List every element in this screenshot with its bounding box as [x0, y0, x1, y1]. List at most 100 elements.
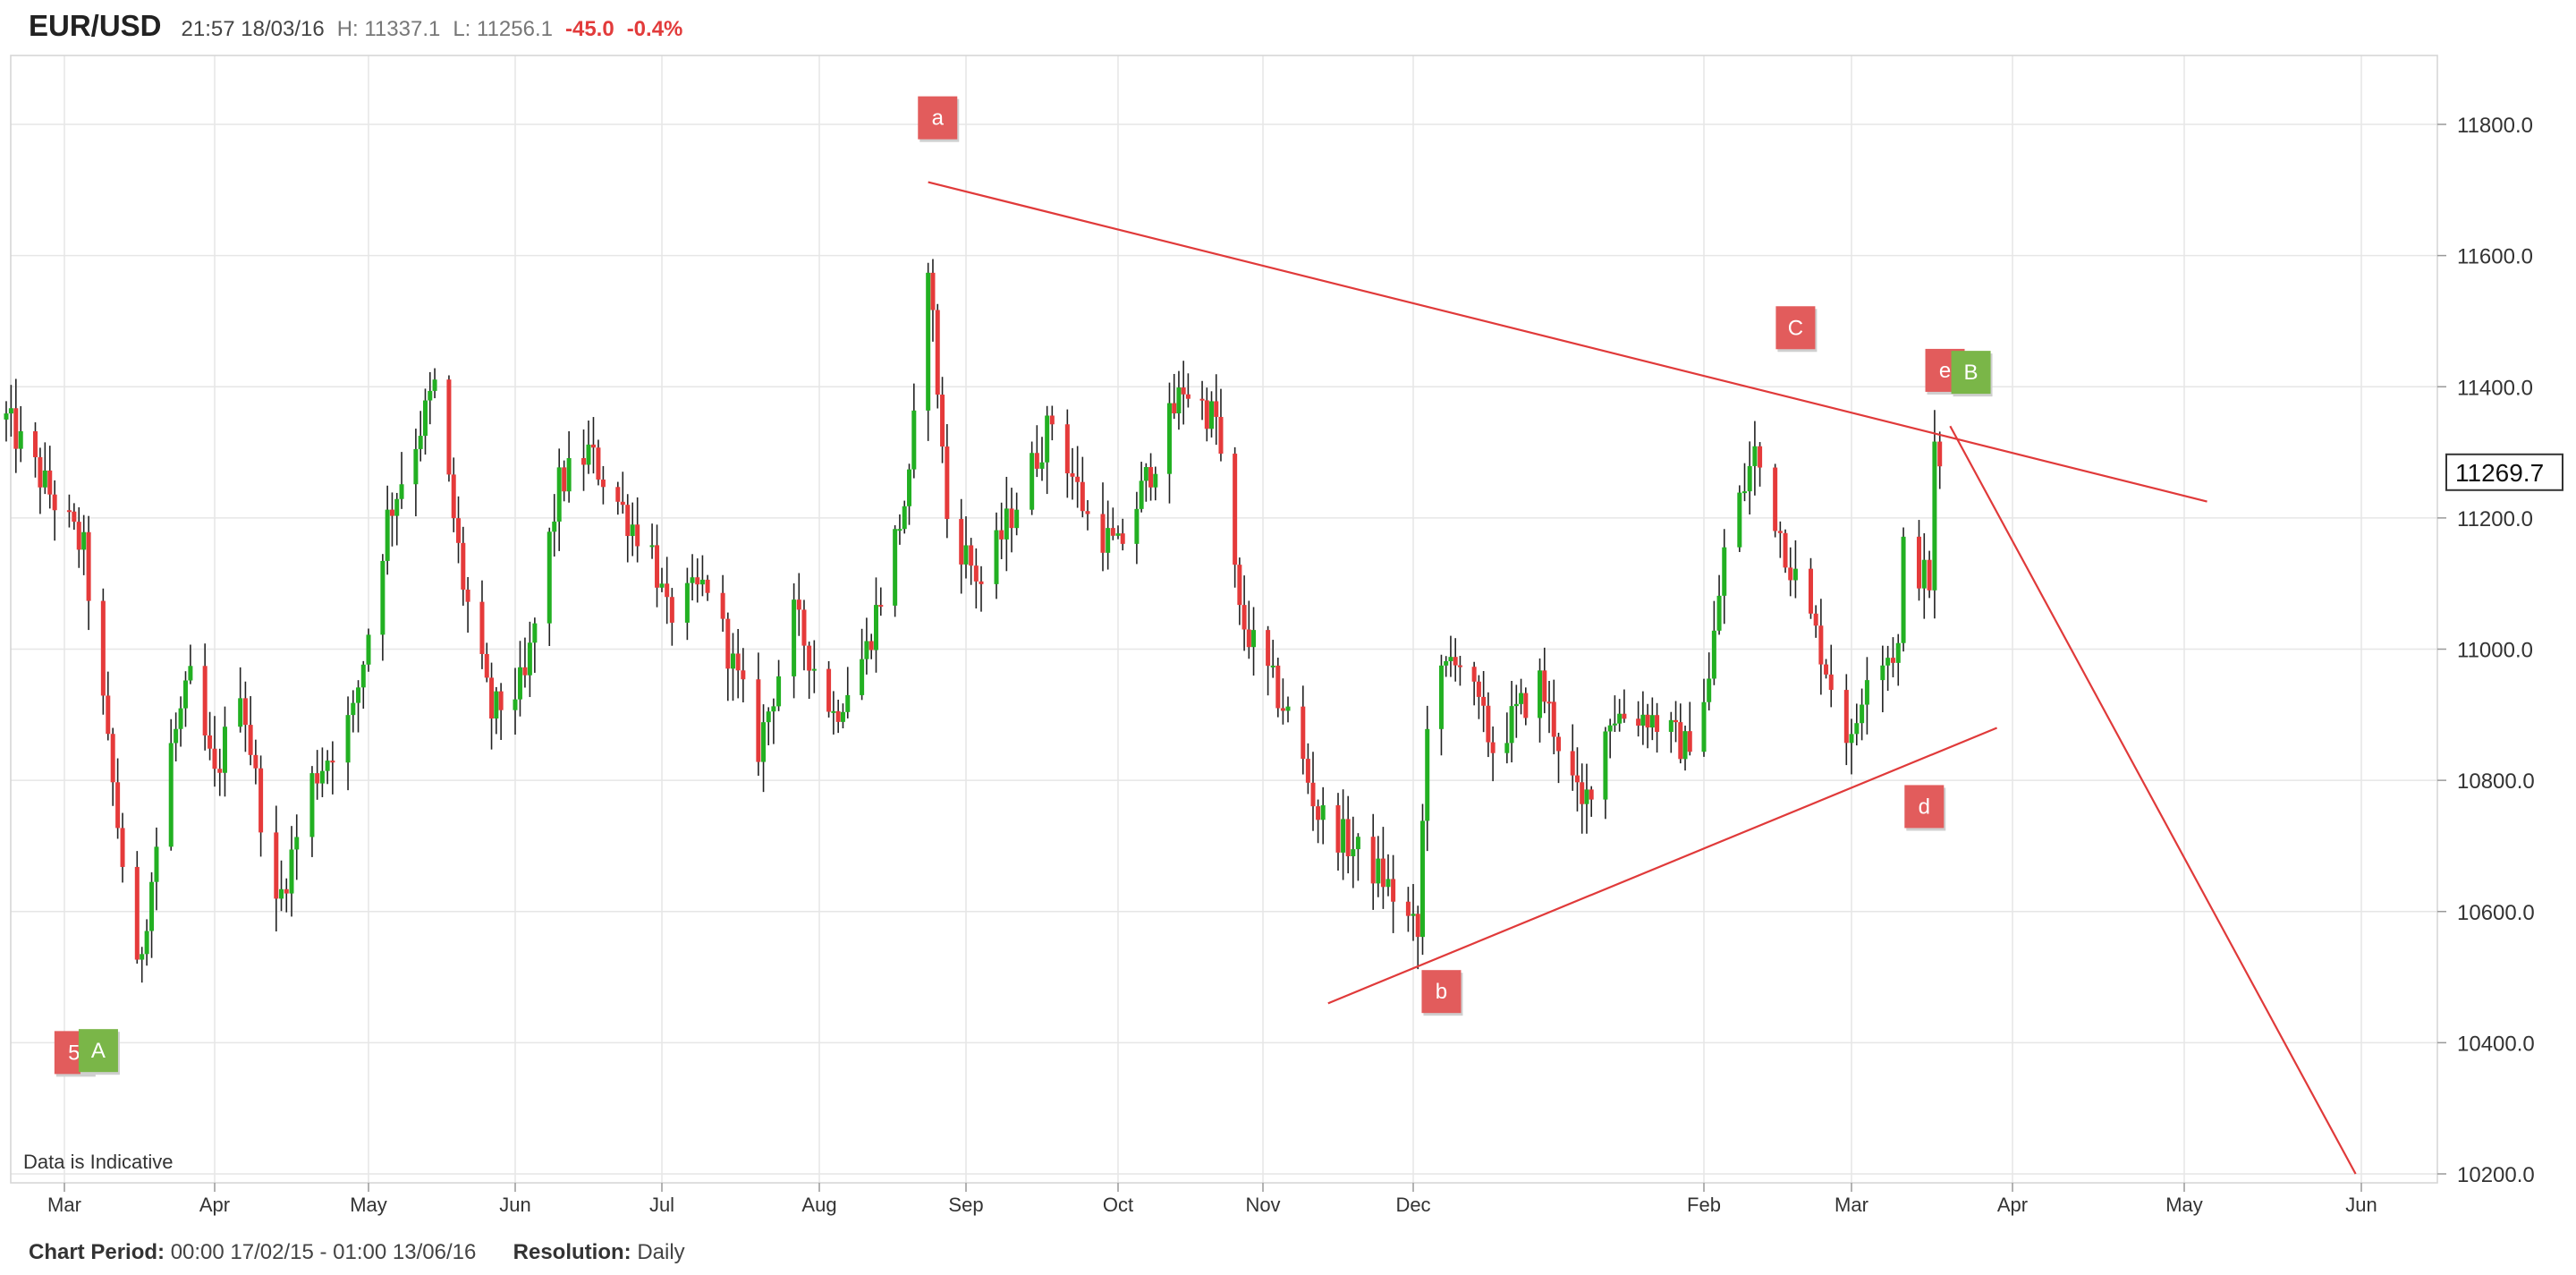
candle-up [1004, 508, 1009, 540]
candle-down [1927, 559, 1932, 591]
x-axis: Mar Apr May Jun Jul Aug Sep Oct Nov Dec Feb Mar Apr M… [47, 1183, 2377, 1216]
candle-up [360, 664, 366, 688]
candle-down [66, 510, 72, 513]
candle-down [1305, 759, 1310, 783]
candle-down [32, 430, 38, 457]
wave-label-text: e [1939, 359, 1951, 383]
candle-up [385, 509, 390, 561]
candle-down [52, 494, 57, 511]
candle-down [446, 379, 452, 475]
candle-up [845, 694, 851, 712]
candle-up [831, 710, 836, 713]
candle-up [552, 521, 557, 532]
candle-up [1425, 728, 1430, 821]
candle-up [1448, 657, 1453, 661]
wave-label-box [1904, 785, 1945, 829]
y-tick-label: 11400.0 [2457, 376, 2533, 400]
candle-down [869, 641, 874, 650]
period-label: Chart Period: [29, 1240, 165, 1264]
candle-down [76, 522, 81, 550]
candle-down [1148, 467, 1154, 488]
candle-up [325, 761, 330, 771]
candle-down [1490, 742, 1496, 753]
wave-label-box [918, 96, 958, 140]
candle-down [1280, 708, 1285, 711]
y-tick-label: 10600.0 [2457, 901, 2535, 925]
x-tick-label: Apr [1997, 1194, 2028, 1216]
candle-up [1711, 630, 1716, 679]
x-tick-label: Feb [1687, 1194, 1721, 1216]
candle-up [1849, 734, 1854, 744]
candle-up [1612, 723, 1617, 726]
candle-down [1199, 398, 1205, 401]
candle-down [720, 592, 725, 619]
candle-down [596, 447, 601, 480]
wave-label-b: b [1421, 970, 1463, 1016]
candle-up [345, 715, 351, 763]
candle-up [730, 653, 735, 669]
candle-up [873, 605, 878, 650]
candle-down [1773, 467, 1778, 531]
candle-up [1747, 465, 1752, 492]
candle-up [1682, 731, 1688, 760]
candle-down [217, 769, 223, 773]
candle-up [994, 530, 999, 584]
candle-down [935, 310, 940, 395]
candle-down [1415, 914, 1420, 938]
candle-up [907, 469, 912, 506]
candle-up [513, 699, 518, 710]
candle-down [1808, 568, 1813, 614]
candles [4, 259, 1943, 983]
candle-down [1622, 713, 1627, 719]
candle-up [294, 837, 300, 850]
candle-up [893, 529, 898, 606]
candle-down [1916, 536, 1921, 589]
wave-label-B: B [1951, 351, 1993, 397]
candle-down [1172, 403, 1177, 414]
candle-down [1824, 664, 1829, 675]
candle-down [100, 600, 106, 696]
period-value: 00:00 17/02/15 - 01:00 13/06/16 [170, 1240, 477, 1264]
candle-down [1310, 782, 1316, 807]
candle-down [1120, 533, 1125, 544]
candle-up [394, 498, 400, 516]
candle-down [1233, 454, 1238, 565]
candle-down [945, 446, 950, 520]
candle-down [1453, 657, 1458, 666]
wave-label-a: a [918, 96, 960, 142]
candle-up [18, 430, 23, 449]
candle-up [154, 846, 159, 882]
candle-up [1603, 731, 1608, 800]
candle-down [1937, 441, 1943, 467]
candle-down [1481, 696, 1487, 706]
candle-down [969, 545, 974, 566]
candle-down [1570, 751, 1575, 776]
candle-down [1843, 690, 1849, 744]
candle-up [351, 702, 356, 716]
candle-down [1181, 387, 1186, 395]
candle-up [1895, 642, 1901, 663]
chart-header: EUR/USD 21:57 18/03/16 H: 11337.1 L: 112… [29, 9, 695, 48]
candle-down [1687, 731, 1692, 752]
y-tick-label: 11200.0 [2457, 507, 2533, 531]
candle-down [1890, 658, 1895, 663]
candle-down [930, 272, 936, 310]
candle-up [690, 577, 695, 583]
candle-down [1546, 701, 1552, 704]
candle-up [556, 467, 562, 522]
wave-label-box [1775, 306, 1816, 350]
candle-down [1085, 511, 1090, 514]
candle-down [1246, 629, 1251, 648]
candle-up [366, 634, 371, 665]
candle-up [766, 711, 771, 723]
candle-up [1513, 703, 1519, 707]
candle-down [489, 677, 495, 719]
candle-up [1584, 789, 1589, 804]
candle-up [144, 931, 149, 955]
candle-up [178, 708, 183, 729]
candle-down [1301, 706, 1306, 760]
candle-up [1864, 680, 1869, 705]
trendlines [928, 181, 2357, 1175]
candle-down [1345, 819, 1351, 857]
